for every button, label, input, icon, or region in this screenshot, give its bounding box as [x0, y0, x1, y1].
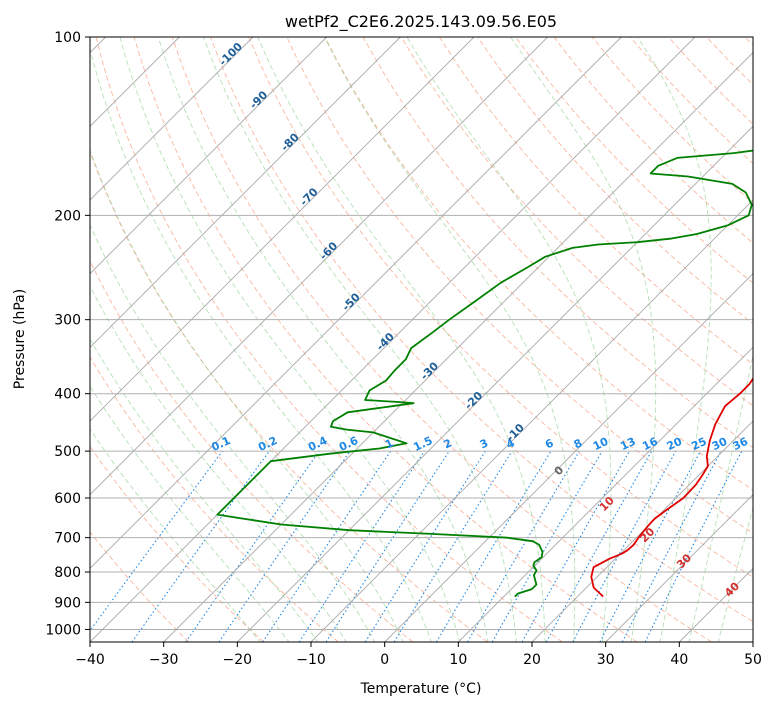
- moist-adiabat: [688, 353, 753, 642]
- mixing-ratio-line: [393, 450, 513, 642]
- mixing-ratio-line: [545, 450, 653, 642]
- temperature-profile-line: [590, 376, 753, 598]
- dry-adiabat: [90, 531, 190, 642]
- x-tick-label: 30: [597, 652, 615, 668]
- y-tick-label: 700: [54, 531, 81, 547]
- dry-adiabat: [439, 37, 753, 365]
- mixing-ratio-label: 36: [731, 435, 751, 453]
- x-tick-label: 0: [380, 652, 389, 668]
- mixing-ratio-line: [521, 450, 630, 642]
- x-axis: −40 −30 −20 −10 0 10 20 30 40 50: [75, 642, 762, 668]
- isotherm-line: [237, 125, 753, 642]
- x-tick-label: −10: [296, 652, 326, 668]
- mixing-ratio-label: 25: [689, 435, 708, 453]
- mixing-ratio-line: [185, 450, 320, 642]
- moist-adiabat: [119, 37, 461, 642]
- mixing-ratio-line: [262, 450, 392, 642]
- dry-adiabat: [171, 37, 712, 642]
- moist-adiabat: [406, 37, 612, 642]
- dry-adiabat: [90, 150, 488, 642]
- x-tick-label: −40: [75, 652, 105, 668]
- moist-adiabat: [90, 385, 290, 642]
- moist-adiabat: [90, 223, 376, 642]
- y-tick-label: 200: [54, 208, 81, 224]
- plot-frame: [89, 36, 754, 643]
- moist-adiabat: [257, 37, 546, 642]
- mixing-ratio-line: [218, 450, 351, 642]
- chart-title: wetPf2_C2E6.2025.143.09.56.E05: [285, 12, 557, 32]
- x-tick-label: 10: [449, 652, 467, 668]
- y-tick-label: 100: [54, 30, 81, 46]
- y-tick-label: 300: [54, 313, 81, 329]
- y-tick-label: 400: [54, 387, 81, 403]
- isotherm-line: [310, 199, 753, 642]
- moist-adiabat: [717, 505, 753, 642]
- mixing-ratio-line: [90, 450, 223, 632]
- dry-adiabat: [90, 356, 339, 642]
- isotherm-line: [90, 37, 548, 496]
- isotherm-line: [458, 346, 753, 642]
- moist-adiabat: [323, 37, 576, 642]
- y-tick-label: 500: [54, 444, 81, 460]
- y-axis-title: Pressure (hPa): [12, 289, 28, 389]
- mixing-ratio-label: 13: [618, 435, 637, 453]
- isotherm-line: [384, 273, 753, 642]
- x-tick-label: 40: [670, 652, 688, 668]
- mixing-ratio-line: [298, 450, 425, 642]
- moist-adiabat: [203, 37, 517, 642]
- isotherm-line: [90, 37, 254, 201]
- isotherm-line: [531, 420, 753, 642]
- mixing-ratio-line: [131, 450, 270, 642]
- mixing-ratio-label: 16: [640, 435, 660, 453]
- isotherm-line: [605, 494, 753, 642]
- y-tick-label: 1000: [45, 622, 81, 638]
- mixing-ratio-line: [325, 450, 450, 642]
- moist-adiabat: [510, 37, 657, 642]
- moist-adiabat: [90, 46, 432, 642]
- dry-adiabat: [324, 37, 753, 491]
- moist-adiabat: [90, 428, 261, 642]
- dry-adiabat: [248, 37, 753, 578]
- isotherm-line: [163, 52, 753, 642]
- mixing-ratio-label: 30: [710, 435, 730, 453]
- dewpoint-profile-line: [216, 149, 753, 598]
- moist-adiabat: [90, 148, 404, 642]
- x-tick-label: 20: [523, 652, 541, 668]
- dry-adiabat: [90, 445, 264, 642]
- isotherm-line: [90, 37, 622, 569]
- dry-adiabat: [515, 37, 753, 284]
- grid: [90, 37, 753, 642]
- mixing-ratio-line: [644, 450, 743, 642]
- dry-adiabat: [400, 37, 753, 407]
- mixing-ratio-line: [572, 450, 677, 642]
- y-tick-label: 900: [54, 595, 81, 611]
- dry-adiabat: [133, 37, 638, 642]
- x-tick-label: −30: [149, 652, 179, 668]
- mixing-ratio-label: 10: [591, 435, 611, 453]
- y-tick-label: 800: [54, 565, 81, 581]
- dry-adiabat: [210, 37, 753, 623]
- x-tick-label: −20: [223, 652, 253, 668]
- isotherm-line: [90, 37, 401, 348]
- isotherm-line: [90, 37, 696, 642]
- x-tick-label: 50: [744, 652, 762, 668]
- series-layer: [216, 149, 753, 598]
- isotherm-line: [90, 37, 327, 275]
- moist-adiabat: [90, 338, 319, 642]
- dry-adiabat: [95, 37, 563, 642]
- mixing-ratio-label: 20: [665, 435, 685, 453]
- x-axis-title: Temperature (°C): [360, 681, 482, 697]
- y-axis: 100 200 300 400 500 600 700 800 900 1000: [45, 30, 90, 638]
- moist-adiabat: [157, 37, 489, 642]
- moist-adiabat: [90, 285, 347, 642]
- moist-adiabat: [637, 37, 712, 642]
- background-lines: [90, 37, 753, 642]
- isotherm-line: [90, 37, 475, 422]
- y-tick-label: 600: [54, 491, 81, 507]
